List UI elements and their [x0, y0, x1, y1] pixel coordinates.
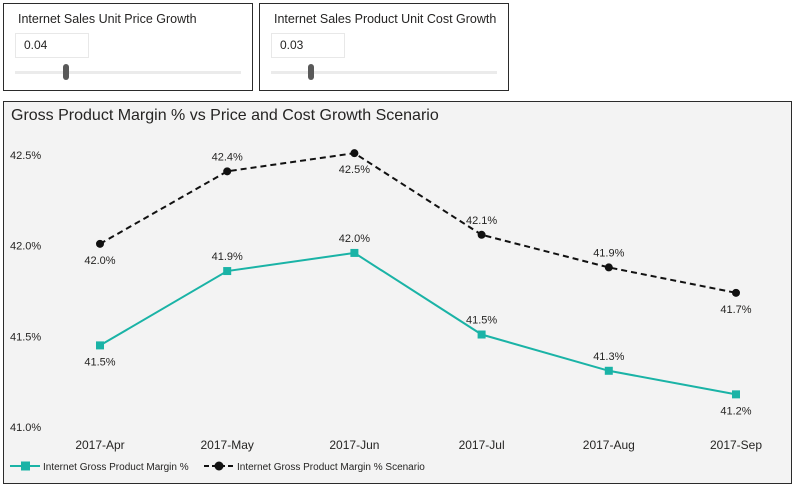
price-growth-slider-track[interactable] [15, 71, 241, 74]
data-point [96, 239, 104, 248]
legend-label: Internet Gross Product Margin % [43, 462, 189, 473]
cost-growth-slicer-title: Internet Sales Product Unit Cost Growth [274, 12, 497, 26]
y-tick-label: 41.5% [10, 331, 41, 343]
y-tick-label: 41.0% [10, 422, 41, 434]
data-point [477, 330, 486, 339]
x-tick-label: 2017-Jun [329, 438, 379, 452]
price-growth-slicer-title: Internet Sales Unit Price Growth [18, 12, 197, 26]
cost-growth-slicer: Internet Sales Product Unit Cost Growth … [259, 3, 509, 91]
chart-plot: 41.0% 41.5% 42.0% 42.5% 2017-Apr 2017-May 2017… [10, 149, 762, 473]
legend-marker [21, 461, 30, 471]
data-label: 42.0% [339, 233, 370, 245]
data-point [96, 341, 104, 350]
series-line [99, 152, 737, 294]
data-point [604, 366, 613, 375]
data-label: 41.2% [720, 405, 751, 417]
data-point [223, 167, 232, 176]
x-tick-label: 2017-Apr [75, 438, 124, 452]
data-label: 41.9% [212, 251, 243, 263]
legend-label: Internet Gross Product Margin % Scenario [237, 462, 425, 473]
y-tick-label: 42.0% [10, 241, 41, 253]
x-tick-label: 2017-Aug [583, 438, 635, 452]
data-label: 41.9% [593, 247, 624, 259]
price-growth-slicer: Internet Sales Unit Price Growth 0.04 [3, 3, 253, 91]
data-label: 42.4% [212, 151, 243, 163]
price-growth-value-input[interactable]: 0.04 [15, 33, 89, 58]
data-label: 41.5% [84, 356, 115, 368]
data-label: 41.7% [720, 304, 751, 316]
x-tick-label: 2017-Sep [710, 438, 762, 452]
data-label: 42.0% [84, 255, 115, 267]
data-point [732, 288, 740, 297]
data-point [223, 267, 232, 276]
data-point [732, 390, 740, 399]
cost-growth-value-input[interactable]: 0.03 [271, 33, 345, 58]
series-line [99, 251, 737, 396]
cost-growth-slider-thumb[interactable] [308, 64, 314, 80]
data-point [477, 230, 486, 239]
legend-marker [214, 461, 224, 471]
y-tick-label: 42.5% [10, 150, 41, 162]
data-point [604, 263, 613, 272]
data-point [350, 248, 359, 257]
cost-growth-slider-track[interactable] [271, 71, 497, 74]
x-tick-label: 2017-Jul [459, 438, 505, 452]
data-label: 42.5% [339, 164, 370, 176]
data-label: 41.3% [593, 351, 624, 363]
data-point [350, 149, 359, 158]
data-label: 41.5% [466, 315, 497, 327]
x-tick-label: 2017-May [201, 438, 254, 452]
chart-title: Gross Product Margin % vs Price and Cost… [11, 107, 439, 124]
data-label: 42.1% [466, 215, 497, 227]
price-growth-slider-thumb[interactable] [63, 64, 69, 80]
margin-line-chart: Gross Product Margin % vs Price and Cost… [3, 101, 792, 484]
